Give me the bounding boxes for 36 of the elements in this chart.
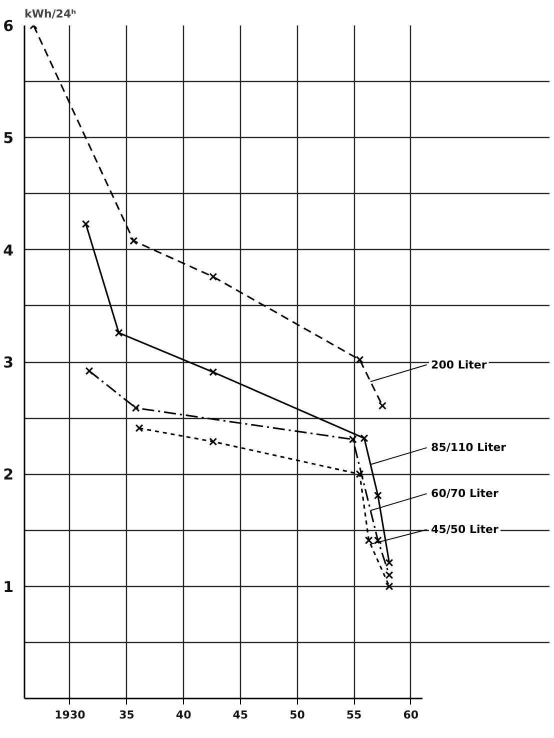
point <box>82 220 90 228</box>
point <box>348 435 357 444</box>
point <box>360 434 368 442</box>
x-tick-label: 55 <box>346 708 362 722</box>
point <box>209 272 218 281</box>
y-tick-label: 2 <box>3 466 14 484</box>
point <box>385 558 394 567</box>
x-tick-label: 45 <box>232 708 248 722</box>
point <box>132 404 140 412</box>
x-tick-label: 60 <box>403 708 419 722</box>
text: 200 Liter <box>431 358 488 372</box>
x-tick-label: 1930 <box>54 708 86 722</box>
point <box>209 438 218 446</box>
text: 45/50 Liter <box>431 523 500 536</box>
text: 85/110 Liter <box>431 441 507 454</box>
y-axis-title: kWh/24ʰ <box>24 8 76 20</box>
point <box>378 402 386 410</box>
point <box>374 491 382 500</box>
y-tick-label: 4 <box>3 241 14 260</box>
text: 60/70 Liter <box>431 487 500 500</box>
x-tick-label: 40 <box>176 708 192 722</box>
point <box>356 356 364 364</box>
point <box>85 366 94 375</box>
y-tick-label: 5 <box>3 129 14 148</box>
y-tick-label: 1 <box>3 578 14 596</box>
point <box>209 368 218 376</box>
x-tick-label: 50 <box>290 708 306 722</box>
point <box>130 236 138 245</box>
x-tick-label: 35 <box>119 708 134 722</box>
point <box>114 328 123 337</box>
point <box>385 571 394 580</box>
point <box>356 470 364 478</box>
y-tick-label: 3 <box>3 354 14 372</box>
y-tick-label: 6 <box>3 17 14 35</box>
point <box>135 424 144 432</box>
point <box>385 582 394 590</box>
